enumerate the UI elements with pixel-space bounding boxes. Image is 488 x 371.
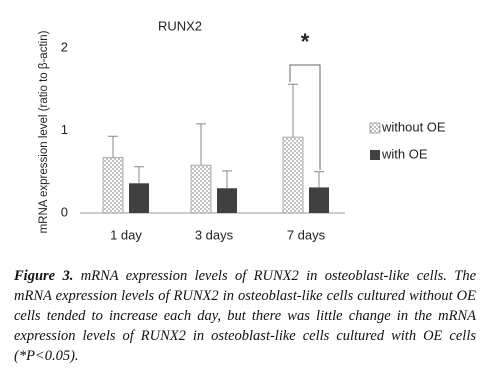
- error-bar: [288, 83, 298, 138]
- legend-label: without OE: [381, 119, 446, 134]
- y-axis-label: mRNA expression level (ratio to β-actin): [38, 30, 50, 233]
- x-tick-label: 3 days: [195, 227, 234, 242]
- chart: RUNX2 mRNA expression level (ratio to β-…: [38, 18, 446, 242]
- error-bar: [196, 123, 206, 166]
- y-tick-label: 2: [61, 39, 68, 54]
- legend-label: with OE: [381, 146, 428, 161]
- error-bar: [134, 166, 144, 184]
- y-tick-label: 0: [61, 204, 68, 219]
- chart-title: RUNX2: [158, 18, 202, 33]
- legend-swatch: [370, 150, 380, 160]
- caption: Figure 3. mRNA expression levels of RUNX…: [14, 266, 476, 366]
- annotation: *: [301, 29, 310, 54]
- legend-swatch: [369, 122, 381, 134]
- caption-text: mRNA expression levels of RUNX2 in osteo…: [14, 268, 477, 364]
- error-bar: [222, 170, 232, 189]
- bar: [102, 157, 124, 214]
- significance-bracket: [289, 64, 321, 170]
- bar: [217, 188, 237, 213]
- bar: [309, 187, 329, 213]
- error-bar: [108, 135, 118, 158]
- caption-label: Figure 3.: [14, 268, 74, 284]
- x-tick-label: 7 days: [287, 227, 326, 242]
- bar: [129, 183, 149, 213]
- x-tick-label: 1 day: [110, 227, 142, 242]
- bar: [282, 136, 304, 214]
- y-tick-label: 1: [61, 122, 68, 137]
- bar: [190, 164, 212, 214]
- error-bar: [314, 171, 324, 188]
